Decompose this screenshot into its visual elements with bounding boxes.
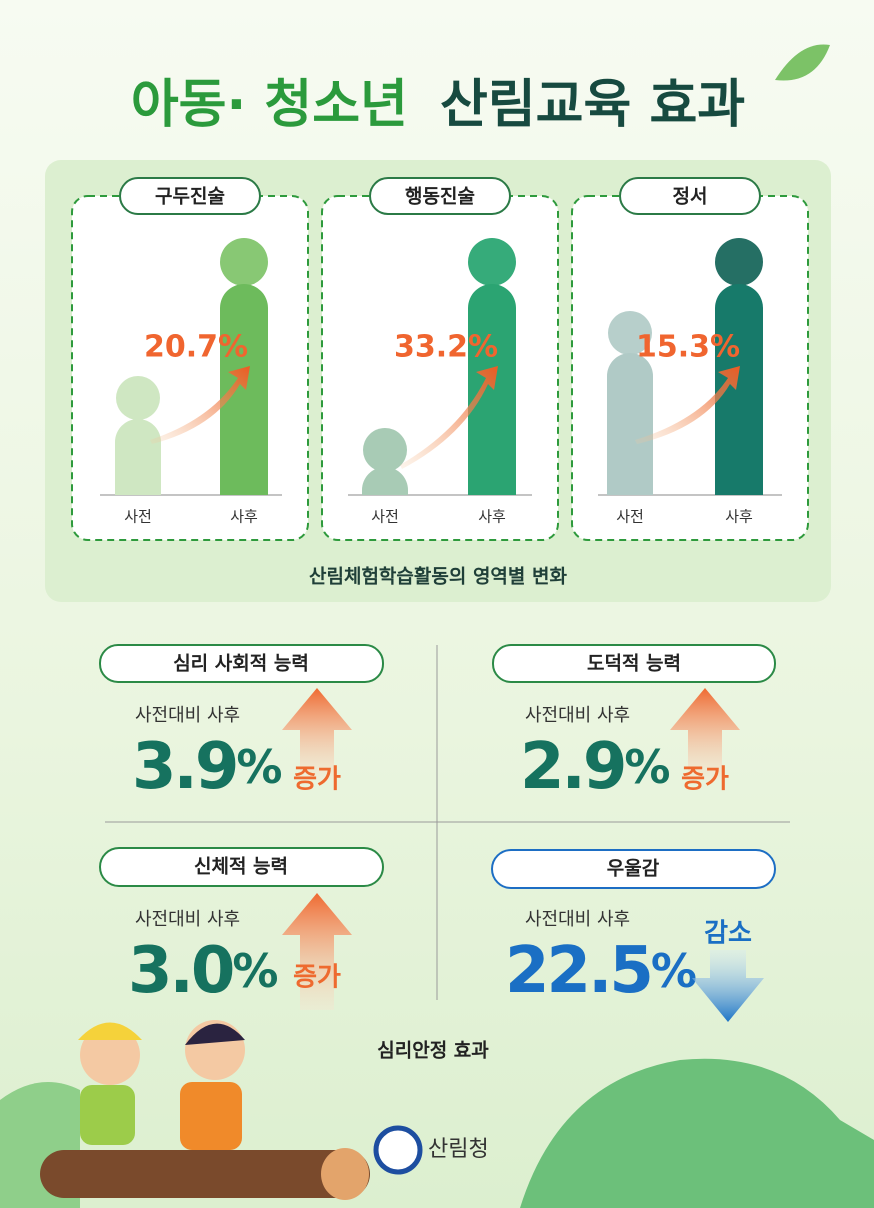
pill [119, 177, 261, 215]
effect-label: 신체적 능력 [194, 856, 288, 878]
head [608, 311, 652, 355]
domain-label: 정서 [673, 186, 708, 208]
up-arrow [282, 688, 352, 780]
pill [619, 177, 761, 215]
compare: 사전대비 사후 [525, 909, 630, 930]
title-part: 아동· 청소년 [131, 75, 408, 135]
head [715, 238, 763, 286]
after-label: 사후 [230, 508, 258, 526]
unit: % [236, 740, 281, 794]
head [468, 238, 516, 286]
domain-label: 행동진술 [405, 186, 475, 208]
figure-before [115, 419, 161, 495]
figure-after [715, 284, 763, 495]
compare: 사전대비 사후 [135, 909, 240, 930]
child-body [180, 1082, 242, 1150]
head [116, 376, 160, 420]
unit: % [232, 944, 277, 998]
arrow [635, 366, 740, 444]
effect: 우울감 사전대비 사후 22.5% 감소 [491, 849, 776, 1022]
domain-label: 구두진술 [155, 186, 225, 208]
head [220, 238, 268, 286]
compare: 사전대비 사후 [525, 705, 630, 726]
log-end [321, 1148, 369, 1200]
pill [99, 644, 384, 683]
up-arrow [670, 688, 740, 780]
unit: % [651, 944, 696, 998]
title: 아동· 청소년 산림교육 효과 [131, 75, 745, 135]
before-label: 사전 [616, 508, 644, 526]
effect-label: 심리 사회적 능력 [173, 653, 309, 675]
child-body [80, 1085, 135, 1145]
hill [520, 1058, 874, 1208]
effect: 신체적 능력 사전대비 사후 3.0% 증가 [99, 847, 384, 1010]
arrow [400, 366, 498, 469]
title-part: 산림교육 효과 [440, 75, 745, 135]
domain-box: 구두진술 20.7% 사전 사후 [71, 177, 309, 541]
pill [492, 644, 776, 683]
pill [491, 849, 776, 889]
change: 20.7% [144, 330, 248, 365]
compare: 사전대비 사후 [135, 705, 240, 726]
effect-value: 22.5% [505, 934, 696, 1008]
logo [373, 1125, 423, 1175]
effect: 도덕적 능력 사전대비 사후 2.9% 증가 [492, 644, 776, 804]
hair [185, 1023, 245, 1045]
pill [99, 847, 384, 887]
value: 22.5 [505, 934, 651, 1008]
arrow [150, 366, 250, 444]
change: 33.2% [394, 330, 498, 365]
effect-value: 3.0% [128, 934, 277, 1008]
pill [369, 177, 511, 215]
figure-before [362, 467, 408, 495]
box-frame [71, 195, 309, 541]
caption: 심리안정 효과 [377, 1040, 489, 1062]
value: 2.9 [520, 730, 624, 804]
figure-after [468, 284, 516, 495]
change: 15.3% [636, 330, 740, 365]
agency: 산림청 [428, 1137, 489, 1162]
down-arrow [692, 950, 764, 1022]
box-frame [321, 195, 559, 541]
effect: 심리 사회적 능력 사전대비 사후 3.9% 증가 [99, 644, 384, 804]
before-label: 사전 [371, 508, 399, 526]
domain-box: 행동진술 33.2% 사전 사후 [321, 177, 559, 541]
cap [78, 1022, 142, 1040]
figure-before [607, 353, 653, 495]
value: 3.0 [128, 934, 233, 1008]
effect-value: 3.9% [132, 730, 281, 804]
direction: 감소 [704, 919, 752, 949]
domain-box: 정서 15.3% 사전 사후 [571, 177, 809, 541]
after-label: 사후 [725, 508, 753, 526]
log [40, 1150, 370, 1198]
effect-label: 도덕적 능력 [587, 653, 681, 675]
caption: 산림체험학습활동의 영역별 변화 [309, 566, 567, 588]
direction: 증가 [681, 765, 729, 795]
unit: % [624, 740, 669, 794]
before-label: 사전 [124, 508, 152, 526]
effect-label: 우울감 [607, 858, 660, 880]
value: 3.9 [132, 730, 236, 804]
leaf [775, 44, 830, 81]
figure-after [220, 284, 268, 495]
up-arrow [282, 893, 352, 1010]
after-label: 사후 [478, 508, 506, 526]
head [363, 428, 407, 472]
effect-value: 2.9% [520, 730, 669, 804]
direction: 증가 [293, 963, 341, 993]
direction: 증가 [293, 765, 341, 795]
